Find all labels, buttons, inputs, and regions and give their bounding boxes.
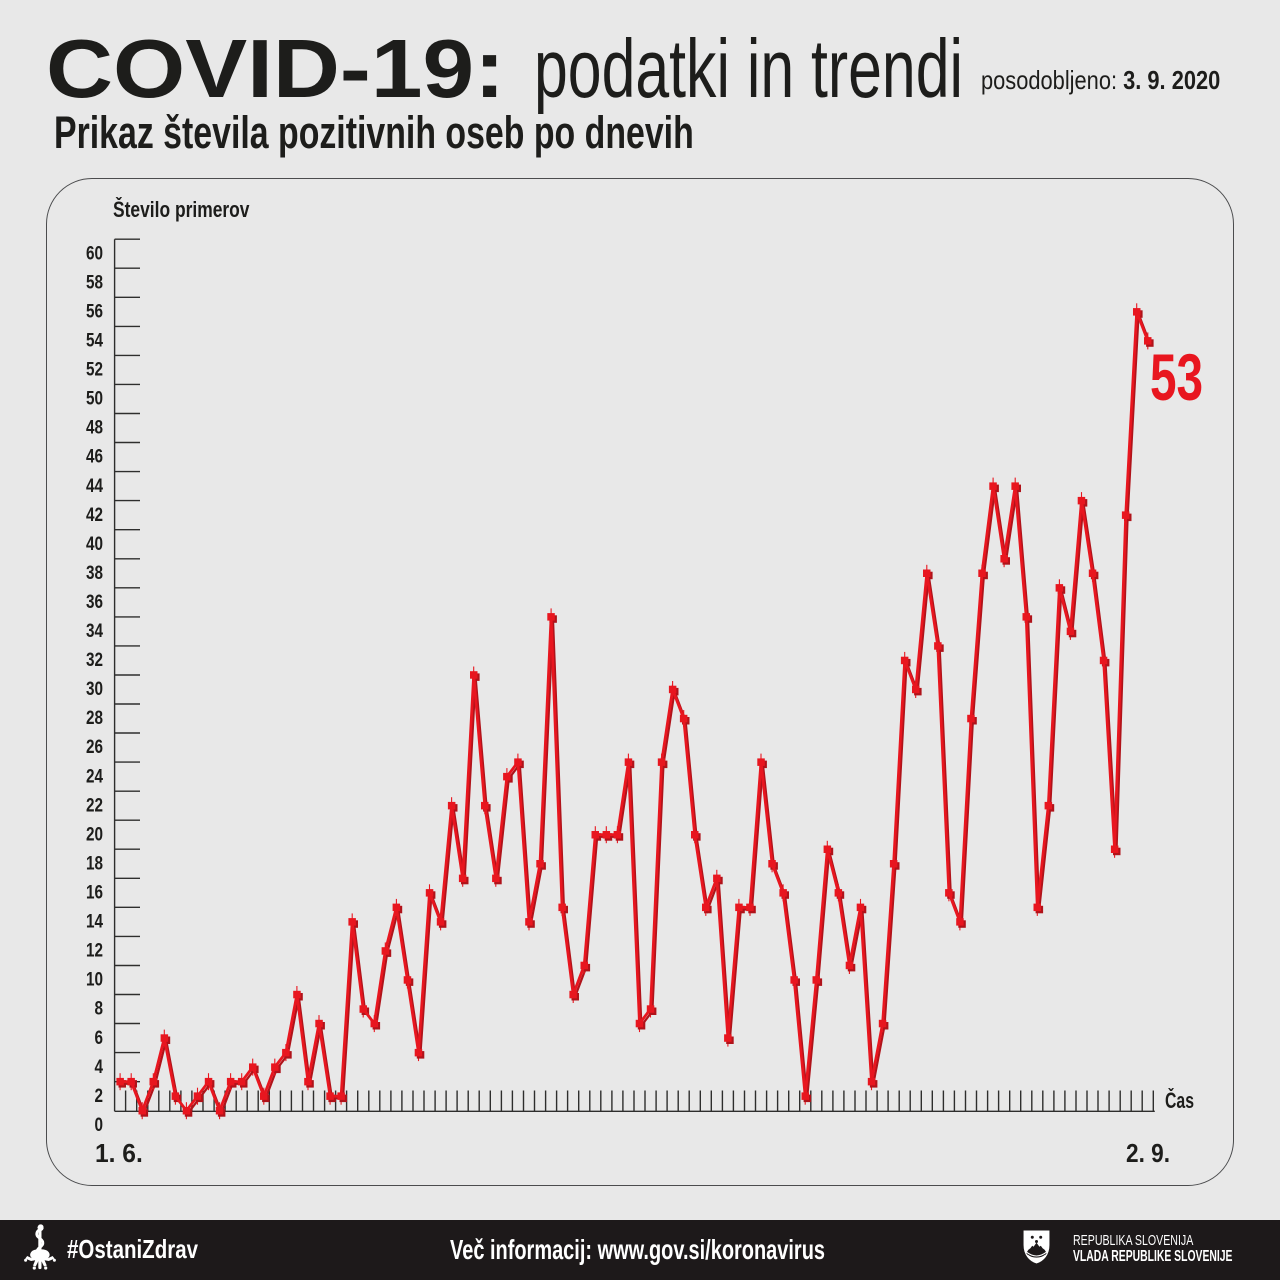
svg-text:40: 40 xyxy=(86,534,103,555)
svg-text:20: 20 xyxy=(86,824,103,845)
svg-text:24: 24 xyxy=(86,766,103,787)
svg-text:32: 32 xyxy=(86,650,103,671)
svg-text:16: 16 xyxy=(86,883,103,904)
svg-text:0: 0 xyxy=(95,1115,104,1136)
svg-text:18: 18 xyxy=(86,854,103,875)
svg-text:50: 50 xyxy=(86,389,103,410)
svg-text:54: 54 xyxy=(86,331,103,352)
svg-text:58: 58 xyxy=(86,272,103,293)
svg-text:6: 6 xyxy=(95,1028,104,1049)
svg-text:52: 52 xyxy=(86,360,103,381)
svg-text:14: 14 xyxy=(86,912,103,933)
svg-text:34: 34 xyxy=(86,621,103,642)
svg-text:46: 46 xyxy=(86,447,103,468)
svg-text:30: 30 xyxy=(86,679,103,700)
svg-text:2: 2 xyxy=(95,1086,104,1107)
svg-text:38: 38 xyxy=(86,563,103,584)
svg-text:26: 26 xyxy=(86,737,103,758)
svg-text:36: 36 xyxy=(86,592,103,613)
svg-text:28: 28 xyxy=(86,708,103,729)
svg-text:42: 42 xyxy=(86,505,103,526)
svg-text:12: 12 xyxy=(86,941,103,962)
svg-text:44: 44 xyxy=(86,476,103,497)
svg-text:10: 10 xyxy=(86,970,103,991)
svg-text:48: 48 xyxy=(86,418,103,439)
svg-text:4: 4 xyxy=(95,1057,104,1078)
svg-text:8: 8 xyxy=(95,999,104,1020)
svg-text:56: 56 xyxy=(86,302,103,323)
svg-text:60: 60 xyxy=(86,243,103,264)
svg-text:22: 22 xyxy=(86,795,103,816)
